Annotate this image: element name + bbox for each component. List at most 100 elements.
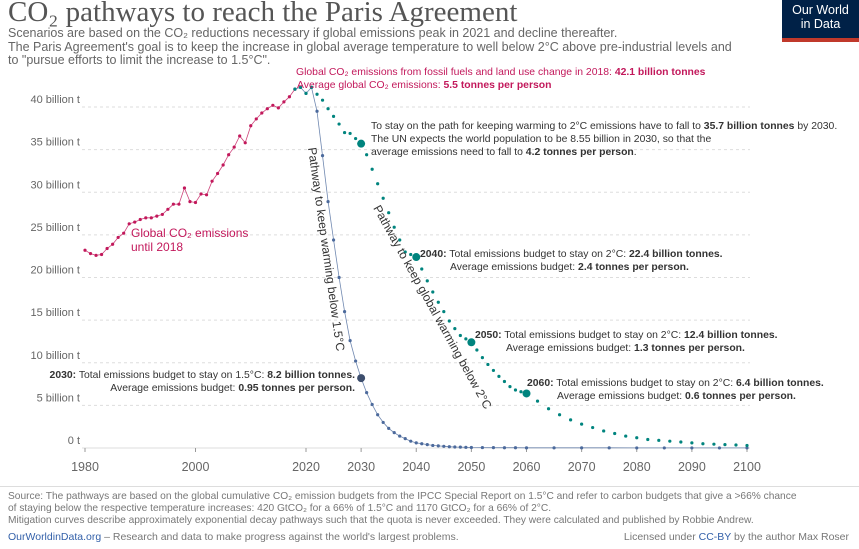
owid-tagline: – Research and data to make progress aga… [101,531,459,543]
y-tick-label: 35 billion t [30,137,80,149]
pathway-2c-point [646,437,650,442]
pathway-2c-point [569,418,573,422]
license-prefix: Licensed under [623,531,699,543]
owid-logo[interactable]: Our World in Data [782,0,859,38]
historical-point [276,106,280,110]
historical-point [155,214,159,218]
pathway-2c-point [491,368,496,373]
pathway-15c-point [436,444,440,448]
pathway-2c-point [442,310,446,314]
source-line: of staying below the respective temperat… [8,502,552,514]
pathway-2c-point [354,136,358,141]
pathway-15c-point [392,431,396,435]
pathway-2c-point [690,441,694,445]
license-note: Licensed under CC-BY by the author Max R… [624,531,849,543]
historical-point [88,252,93,256]
pathway-2c-point [475,348,479,352]
pathway-15c-point [580,446,584,450]
x-tick-label: 2020 [292,460,320,474]
x-axis: 1980 2000 2020 2030 2040 2050 2060 2070 2080 2090… [71,448,761,474]
peak-annotation: Global CO₂ emissions from fossil fuels a… [296,67,708,91]
y-tick-label: 10 billion t [30,350,80,362]
historical-point [127,222,131,226]
pathway-15c-point [453,445,457,449]
pathway-15c-point [442,444,446,448]
owid-credit: OurWorldinData.org – Research and data t… [8,531,459,543]
pathway-2c-point [497,374,501,378]
historical-point [260,111,264,115]
pathway-2c-point [591,425,595,430]
historical-point [105,246,109,251]
pathway-15c-point [348,338,352,343]
pathway-2c-point [425,279,429,283]
pathway-2c-point [508,385,512,389]
annotation-2c-2050: 2050: Total emissions budget to stay on … [475,330,780,354]
pathway-15c-point [662,446,666,450]
historical-point [265,107,269,111]
pathway-15c-point [376,413,380,417]
historical-point [144,216,148,220]
pathway-2c-point [331,114,336,118]
pathway-2c-point [326,107,330,111]
pathway-2c-point [535,399,540,403]
pathway-2c-point [431,290,435,294]
pathway-15c-point [387,426,391,430]
license-link[interactable]: CC-BY [698,531,732,543]
pathway-2c-point [436,300,440,304]
pathway-2c-point [304,91,308,95]
pathway-2c-point [635,436,639,440]
subtitle: Scenarios are based on the CO₂ reduction… [8,26,783,68]
pathway-2c-point [458,333,462,338]
historical-point [171,202,175,206]
pathway-2c-point [293,87,297,91]
historical-point [193,200,198,205]
pathway-2c-point [365,153,369,157]
logo-line: Our World [792,3,849,17]
x-tick-label: 2070 [568,460,596,474]
pathway-15c-point [414,441,418,445]
historical-point [177,202,181,206]
pathway-2c-point [348,131,352,136]
pathway-2c-point [624,434,628,438]
pathway-2c-point [447,319,451,323]
pathway-2c-point [309,85,314,89]
pathway-2c-point [315,92,319,96]
pathway-2c-point [580,422,584,426]
pathway-2c-point [420,267,424,271]
subtitle-line: The Paris Agreement's goal is to keep th… [8,39,732,54]
pathway-15c-point [420,442,424,446]
pathway-2c-point [602,429,606,433]
pathway-2c-point [557,413,562,417]
annotation-15c-2030: 2030: Total emissions budget to stay on … [50,370,356,381]
source-note: Source: The pathways are based on the gl… [8,491,853,526]
owid-link[interactable]: OurWorldinData.org [8,531,102,543]
y-tick-label: 5 billion t [37,392,80,404]
x-tick-label: 2030 [347,460,375,474]
pathway-15c-point [717,446,722,450]
pathway-15c-point [635,446,639,450]
pathway-15c-point [365,390,369,395]
pathway-15c-point [337,275,341,280]
pathway-15c-point [326,200,330,204]
y-tick-label: 0 t [68,435,80,447]
pathway-2c-point [464,337,468,341]
pathway-2c-point [403,250,407,254]
pathway-2c-point [613,431,617,436]
x-tick-label: 2050 [457,460,485,474]
pathway-2c-point [387,211,391,215]
historical-point [243,141,247,145]
historical-point [232,145,236,149]
x-tick-label: 2080 [623,460,651,474]
pathway-15c-point [403,437,407,441]
historical-point [116,235,120,240]
historical-point [287,95,292,99]
pathway-2c-point [337,122,341,126]
pathway-15c-point [607,446,611,450]
pathway-15c-point [342,310,347,314]
historical-point [188,200,192,204]
highlight-point [357,139,366,148]
pathway-2c-point [486,362,490,367]
pathway-15c-point [331,238,336,242]
pathway-2c-point [679,440,683,444]
historical-point [94,253,98,257]
